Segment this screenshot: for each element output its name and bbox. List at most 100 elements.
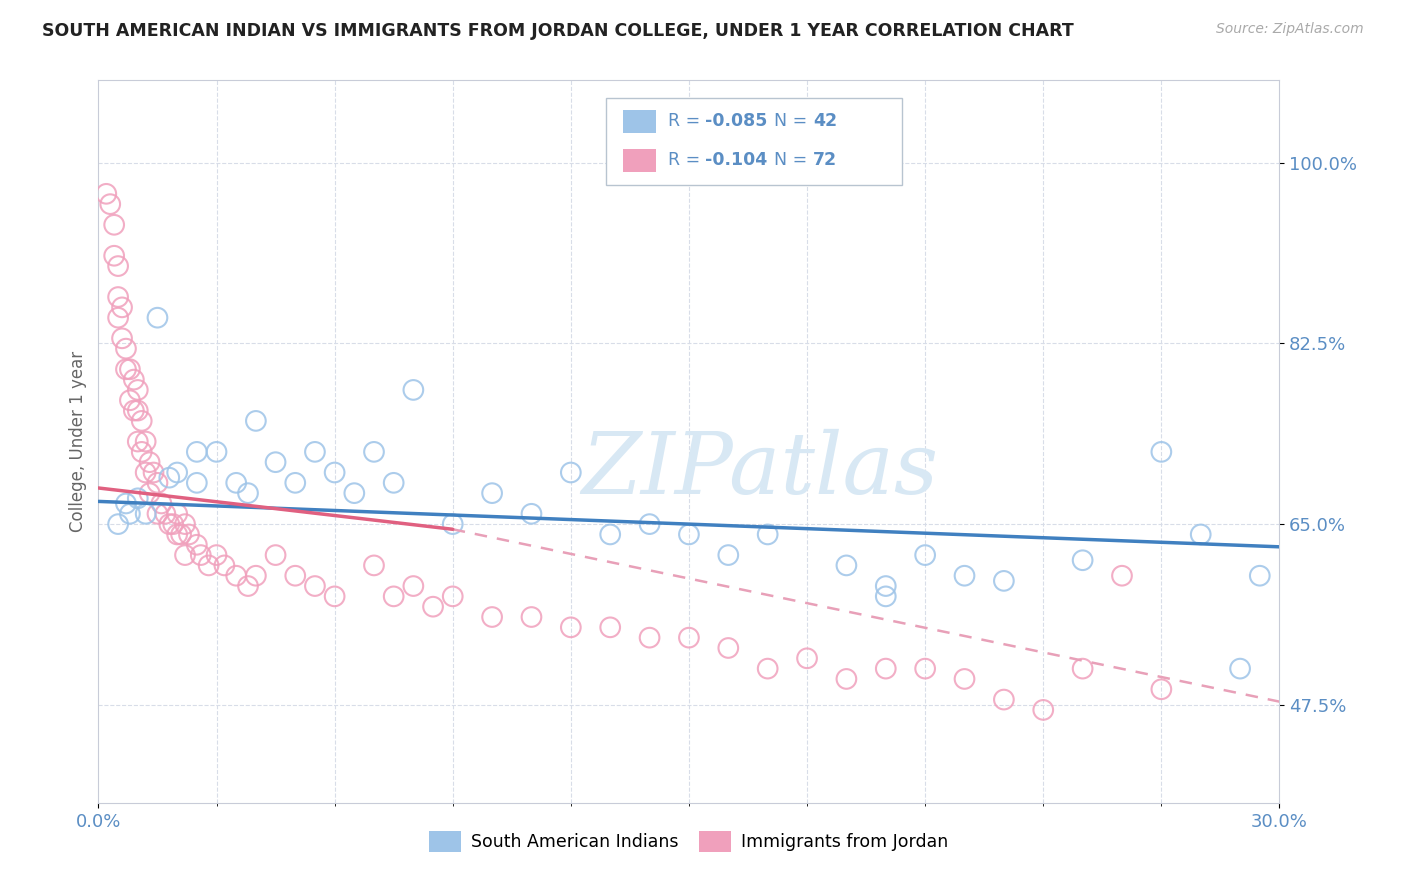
Point [953, 672, 976, 686]
Text: R =: R = [668, 152, 706, 169]
Point [174, 517, 197, 532]
Point [914, 662, 936, 676]
Point [835, 672, 858, 686]
Point [678, 631, 700, 645]
Point [756, 662, 779, 676]
Point [146, 475, 169, 490]
Point [122, 403, 145, 417]
Point [1229, 662, 1251, 676]
Point [225, 475, 247, 490]
Point [304, 579, 326, 593]
Point [166, 466, 188, 480]
Point [138, 486, 160, 500]
Point [284, 568, 307, 582]
Point [138, 455, 160, 469]
Point [197, 558, 219, 573]
Point [520, 507, 543, 521]
Point [1150, 682, 1173, 697]
Point [122, 373, 145, 387]
Point [284, 475, 307, 490]
Text: R =: R = [668, 112, 706, 130]
Point [363, 445, 385, 459]
Point [115, 362, 138, 376]
Point [96, 186, 118, 201]
Point [245, 568, 267, 582]
Point [157, 517, 180, 532]
Text: ZIPatlas: ZIPatlas [581, 429, 938, 512]
Point [177, 527, 200, 541]
Legend: South American Indians, Immigrants from Jordan: South American Indians, Immigrants from … [423, 824, 955, 859]
Point [993, 692, 1015, 706]
Point [304, 445, 326, 459]
Point [155, 507, 177, 521]
Point [111, 331, 134, 345]
Point [157, 471, 180, 485]
Point [599, 527, 621, 541]
Point [323, 590, 346, 604]
Point [520, 610, 543, 624]
Point [205, 548, 228, 562]
Point [103, 218, 125, 232]
Point [678, 527, 700, 541]
Text: 42: 42 [813, 112, 837, 130]
Point [422, 599, 444, 614]
Point [560, 466, 582, 480]
Point [1032, 703, 1054, 717]
Point [118, 393, 141, 408]
Point [1071, 662, 1094, 676]
Point [115, 342, 138, 356]
Text: -0.085: -0.085 [706, 112, 768, 130]
Point [214, 558, 236, 573]
Point [127, 383, 149, 397]
Point [135, 507, 157, 521]
Point [118, 362, 141, 376]
Point [131, 445, 153, 459]
Point [560, 620, 582, 634]
Text: N =: N = [773, 112, 813, 130]
Point [150, 496, 173, 510]
Point [107, 259, 129, 273]
Point [264, 548, 287, 562]
Point [103, 249, 125, 263]
Point [402, 579, 425, 593]
Point [481, 486, 503, 500]
Point [402, 383, 425, 397]
Point [382, 590, 405, 604]
Point [98, 197, 121, 211]
Point [993, 574, 1015, 588]
Point [186, 445, 208, 459]
Point [363, 558, 385, 573]
Point [107, 290, 129, 304]
Point [205, 445, 228, 459]
Point [146, 310, 169, 325]
Point [135, 434, 157, 449]
Point [1189, 527, 1212, 541]
Bar [623, 110, 655, 133]
Point [107, 517, 129, 532]
Text: N =: N = [773, 152, 813, 169]
Point [796, 651, 818, 665]
Text: SOUTH AMERICAN INDIAN VS IMMIGRANTS FROM JORDAN COLLEGE, UNDER 1 YEAR CORRELATIO: SOUTH AMERICAN INDIAN VS IMMIGRANTS FROM… [42, 22, 1074, 40]
Point [1071, 553, 1094, 567]
Bar [606, 98, 901, 185]
Point [245, 414, 267, 428]
Point [131, 414, 153, 428]
Point [174, 548, 197, 562]
Point [1249, 568, 1271, 582]
Point [875, 579, 897, 593]
Point [914, 548, 936, 562]
Point [599, 620, 621, 634]
Point [127, 403, 149, 417]
Point [107, 310, 129, 325]
Point [441, 590, 464, 604]
Point [142, 466, 165, 480]
Point [835, 558, 858, 573]
Point [186, 538, 208, 552]
Point [638, 517, 661, 532]
Point [135, 466, 157, 480]
Point [717, 548, 740, 562]
Point [127, 434, 149, 449]
Point [1150, 445, 1173, 459]
Point [756, 527, 779, 541]
Point [162, 517, 184, 532]
